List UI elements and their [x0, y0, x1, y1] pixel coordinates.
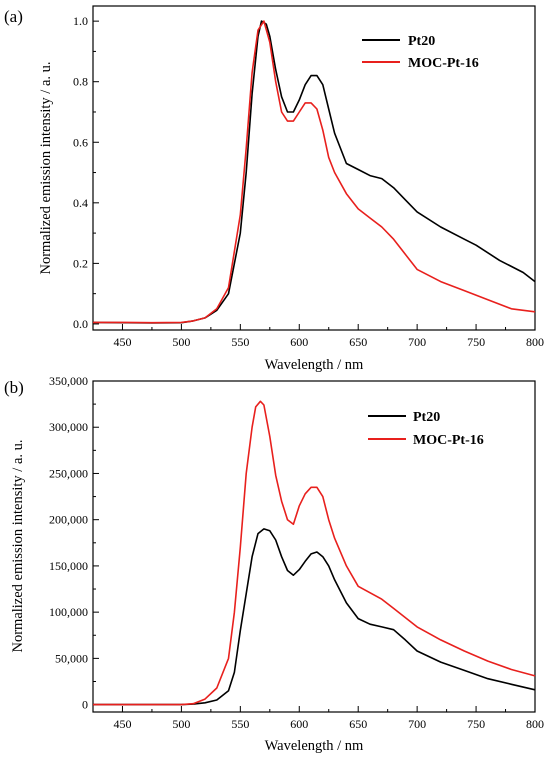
series-line-pt20-a: [92, 20, 536, 324]
x-tick-label-b: 750: [467, 717, 485, 731]
x-tick-label-a: 800: [526, 335, 544, 349]
y-tick-label-a: 0.8: [73, 75, 88, 89]
y-tick-label-b: 150,000: [49, 559, 88, 573]
series-line-moc-pt-16-b: [93, 400, 536, 706]
y-tick-label-b: 100,000: [49, 605, 88, 619]
series-line-moc-pt-16-a: [93, 20, 536, 324]
x-tick-label-a: 700: [408, 335, 426, 349]
legend-label-moc-a: MOC-Pt-16: [408, 56, 479, 71]
axis-ticks-a: 450 500 550 600 650 700 750 800 0.0 0.2 0.4 0.6 0.8 1…: [73, 14, 544, 349]
y-axis-title-b: Normalized emission intensity / a. u.: [10, 439, 26, 652]
x-tick-label-a: 450: [113, 335, 131, 349]
y-tick-label-a: 0.0: [73, 317, 88, 331]
legend-a: Pt20 MOC-Pt-16: [362, 34, 479, 71]
axis-ticks-b: 450 500 550 600 650 700 750 800 0 50,000 100,000 15…: [49, 374, 544, 731]
panel-a: (a) 450 500 550 600 650 700 750 800 0.0 0.2 0.4 0.6…: [4, 5, 544, 373]
legend-label-pt20-b: Pt20: [413, 410, 440, 425]
x-tick-label-b: 500: [172, 717, 190, 731]
x-axis-title-a: Wavelength / nm: [265, 357, 364, 373]
x-tick-label-a: 750: [467, 335, 485, 349]
y-tick-label-a: 0.4: [73, 196, 88, 210]
series-group-a: [92, 20, 536, 324]
series-line-pt20-b: [93, 528, 536, 706]
x-axis-title-b: Wavelength / nm: [265, 738, 364, 754]
series-group-b: [93, 400, 536, 706]
y-tick-label-b: 350,000: [49, 374, 88, 388]
y-tick-label-a: 0.6: [73, 135, 88, 149]
y-tick-label-b: 50,000: [55, 651, 88, 665]
plot-frame-a: [92, 5, 536, 331]
y-tick-label-a: 0.2: [73, 256, 88, 270]
y-tick-label-b: 0: [82, 698, 88, 712]
panel-label-a: (a): [4, 7, 23, 26]
legend-label-pt20-a: Pt20: [408, 34, 435, 49]
x-tick-label-a: 600: [290, 335, 308, 349]
x-tick-label-b: 550: [231, 717, 249, 731]
legend-label-moc-b: MOC-Pt-16: [413, 433, 484, 448]
x-tick-label-a: 500: [172, 335, 190, 349]
y-tick-label-b: 200,000: [49, 513, 88, 527]
x-tick-label-b: 800: [526, 717, 544, 731]
x-tick-label-b: 700: [408, 717, 426, 731]
y-axis-title-a: Normalized emission intensity / a. u.: [38, 61, 54, 274]
x-tick-label-b: 450: [113, 717, 131, 731]
x-tick-label-b: 600: [290, 717, 308, 731]
panel-label-b: (b): [4, 378, 24, 397]
plot-frame-b: [92, 380, 536, 713]
x-tick-label-a: 550: [231, 335, 249, 349]
x-tick-label-a: 650: [349, 335, 367, 349]
y-tick-label-a: 1.0: [73, 14, 88, 28]
y-tick-label-b: 300,000: [49, 420, 88, 434]
x-tick-label-b: 650: [349, 717, 367, 731]
panel-b: (b) 450 500 550 600 650 700 750 800 0 50,000 100,0…: [4, 374, 544, 754]
legend-b: Pt20 MOC-Pt-16: [368, 410, 484, 448]
y-tick-label-b: 250,000: [49, 466, 88, 480]
